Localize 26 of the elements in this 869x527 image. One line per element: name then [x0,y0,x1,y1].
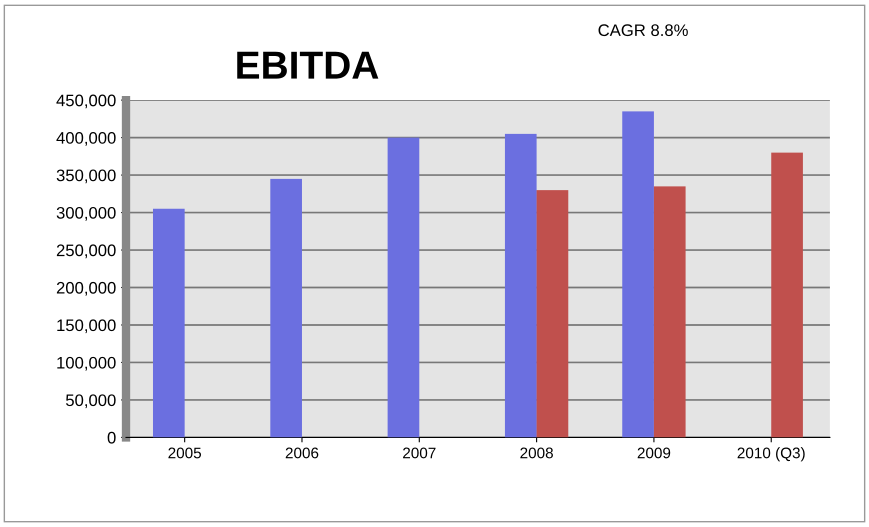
y-tick-label: 0 [108,432,116,444]
y-tick-label: 450,000 [56,94,116,108]
y-tick-label: 150,000 [57,319,116,334]
y-tick-label: 350,000 [56,169,116,184]
bar [654,186,686,438]
bar [771,152,803,438]
y-tick-label: 300,000 [56,206,116,221]
bar [504,134,537,438]
bar [270,178,302,438]
x-tick-label: 2010 (Q3) [738,447,805,462]
x-tick-label: 2008 [520,448,553,458]
x-tick-label: 2007 [403,448,436,458]
y-tick-label: 400,000 [56,132,116,146]
chart-title: EBITDA [237,52,378,79]
x-tick-label: 2005 [168,448,202,458]
y-tick-label: 200,000 [56,282,116,296]
x-tick-label: 2006 [286,448,318,458]
bar [152,208,185,438]
bar [388,138,420,438]
y-tick-label: 250,000 [56,244,116,258]
bar [622,111,654,438]
y-tick-label: 100,000 [57,356,116,371]
y-tick-label: 50,000 [66,394,116,408]
text: CAGR 8.8% [598,24,688,36]
x-tick-label: 2009 [638,448,670,458]
bar [536,190,568,438]
